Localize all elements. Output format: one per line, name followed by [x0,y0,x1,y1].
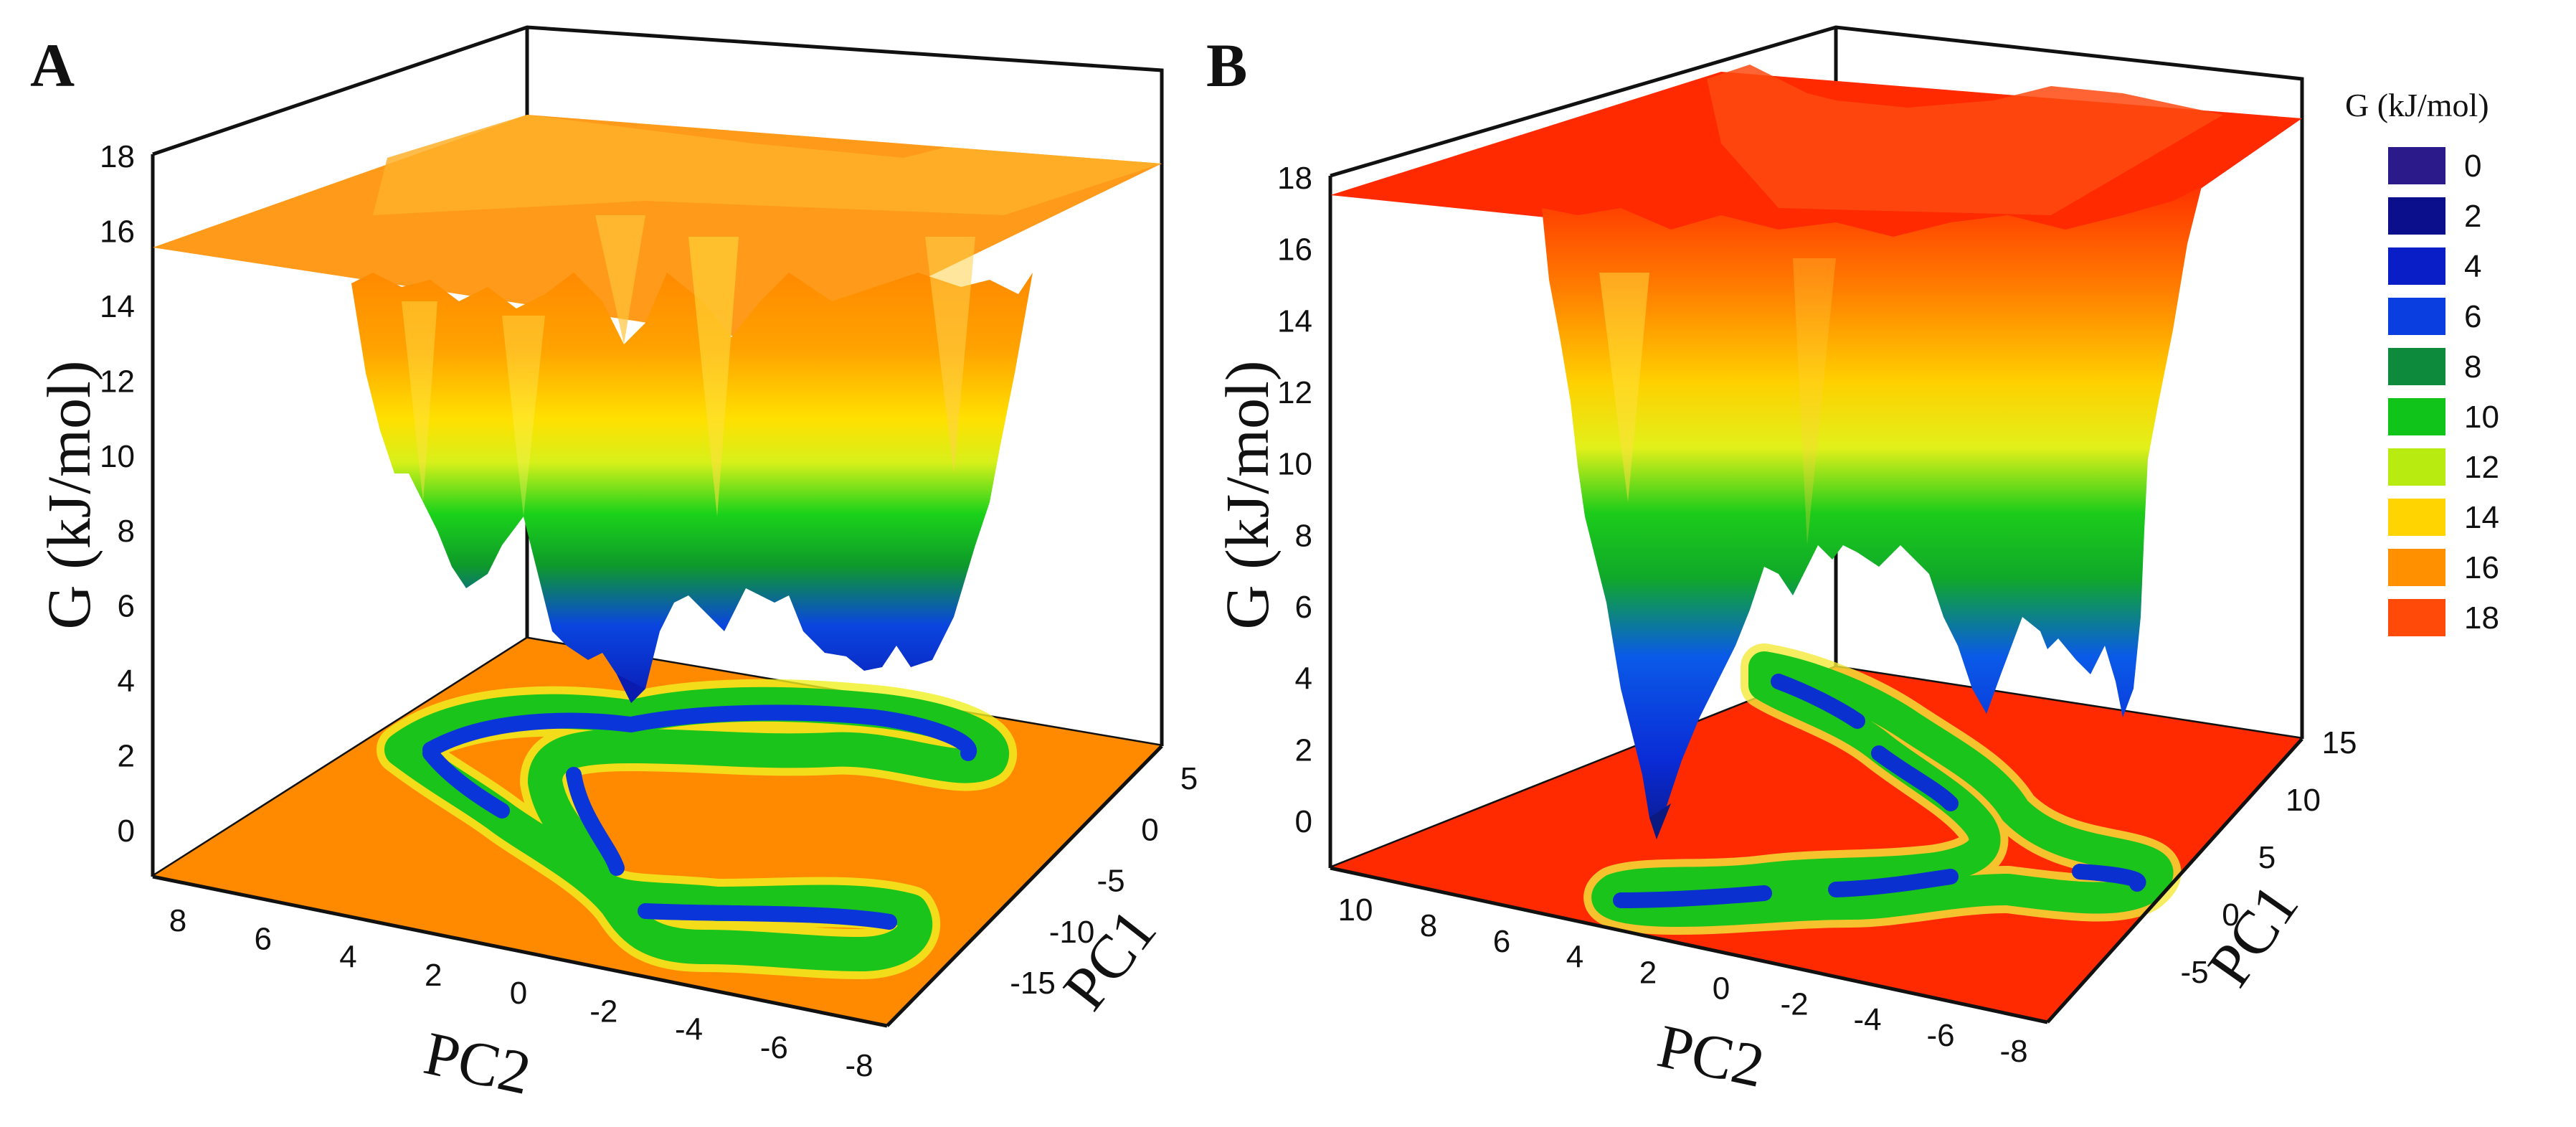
panel-b-x-ticks: 10 8 6 4 2 0 -2 -4 -6 -8 [1338,892,2028,1069]
z-tick-label: 6 [118,589,135,624]
axis-tick-label: -15 [1010,966,1056,1001]
axis-tick-label: -2 [589,994,617,1029]
axis-tick-label: 5 [2258,840,2276,875]
z-tick-label: 10 [100,439,135,474]
legend-label: 10 [2464,400,2499,435]
panel-b-z-ticks: 18 16 14 12 10 8 6 4 2 0 [1277,161,1312,839]
legend-label: 6 [2464,299,2481,334]
z-tick-label: 18 [100,139,135,174]
panel-a-label: A [30,31,75,100]
z-tick-label: 16 [100,214,135,249]
legend-swatch [2388,298,2445,335]
panel-b-floor [1330,667,2302,1022]
axis-tick-label: 8 [1420,908,1437,943]
axis-tick-label: 10 [1338,892,1373,928]
legend-label: 12 [2464,450,2499,485]
axis-tick-label: 0 [2222,897,2239,933]
panel-b-x-label: PC2 [1652,1011,1771,1100]
z-tick-label: 0 [1295,804,1312,839]
legend: G (kJ/mol) 0 2 4 6 8 10 12 14 16 18 [2345,87,2499,636]
axis-tick-label: -4 [1853,1002,1881,1037]
legend-label: 2 [2464,199,2481,234]
axis-tick-label: -5 [1097,864,1124,899]
legend-label: 8 [2464,349,2481,385]
axis-tick-label: 8 [169,903,186,938]
panel-a: A [30,25,1198,1108]
legend-title: G (kJ/mol) [2345,87,2489,123]
z-tick-label: 16 [1277,232,1312,268]
z-tick-label: 14 [100,289,135,324]
axis-tick-label: 15 [2322,725,2357,760]
z-tick-label: 2 [1295,732,1312,768]
panel-b-y-label: PC1 [2194,872,2311,998]
axis-tick-label: -2 [1780,986,1808,1022]
axis-tick-label: 0 [1713,971,1730,1006]
panel-a-x-ticks: 8 6 4 2 0 -2 -4 -6 -8 [169,903,873,1083]
legend-label: 0 [2464,148,2481,184]
axis-tick-label: 2 [1639,956,1657,991]
legend-swatch [2388,398,2445,435]
z-tick-label: 2 [118,739,135,774]
legend-swatch [2388,448,2445,486]
axis-tick-label: 6 [255,921,272,956]
legend-items: 0 2 4 6 8 10 12 14 16 18 [2388,147,2499,636]
legend-swatch [2388,549,2445,586]
axis-tick-label: -8 [845,1048,873,1083]
legend-label: 4 [2464,249,2481,284]
z-tick-label: 6 [1295,590,1312,625]
legend-swatch [2388,348,2445,385]
axis-tick-label: -10 [1049,915,1095,950]
panel-b-floor-contour [1583,643,2182,935]
axis-tick-label: 10 [2286,783,2321,818]
axis-tick-label: -6 [760,1030,788,1065]
legend-swatch [2388,599,2445,636]
axis-tick-label: 2 [425,958,442,993]
panel-b-z-label: G (kJ/mol) [1213,360,1282,629]
axis-tick-label: 4 [1566,940,1583,975]
legend-label: 16 [2464,550,2499,585]
legend-label: 14 [2464,500,2499,535]
axis-tick-label: 0 [1141,812,1158,847]
panel-b-label: B [1206,31,1247,100]
z-tick-label: 14 [1277,303,1312,339]
panel-a-surface [153,115,1162,703]
axis-tick-label: -5 [2180,955,2208,990]
axis-tick-label: 5 [1180,761,1198,796]
axis-tick-label: -4 [675,1012,703,1047]
z-tick-label: 12 [100,364,135,399]
axis-tick-label: -6 [1926,1018,1954,1053]
z-tick-label: 0 [118,814,135,849]
axis-tick-label: 6 [1493,924,1510,959]
panel-b-surface [1330,65,2302,839]
legend-swatch [2388,147,2445,184]
z-tick-label: 8 [118,514,135,549]
legend-label: 18 [2464,600,2499,636]
panel-a-z-label: G (kJ/mol) [34,360,103,629]
axis-tick-label: 0 [510,976,527,1011]
panel-a-x-label: PC2 [419,1018,537,1108]
legend-swatch [2388,197,2445,235]
z-tick-label: 18 [1277,161,1312,196]
panel-a-floor-contour [377,679,1017,979]
axis-tick-label: -8 [1999,1034,2027,1069]
legend-swatch [2388,499,2445,536]
axis-tick-label: 4 [339,940,356,975]
z-tick-label: 12 [1277,375,1312,410]
panel-a-y-ticks: 50 -5-10 -15 [1010,761,1198,1001]
z-tick-label: 4 [1295,661,1312,697]
z-tick-label: 4 [118,664,135,699]
panel-a-z-ticks: 18 16 14 12 10 8 6 4 2 0 [100,139,135,849]
z-tick-label: 8 [1295,518,1312,553]
z-tick-label: 10 [1277,447,1312,482]
legend-swatch [2388,247,2445,285]
